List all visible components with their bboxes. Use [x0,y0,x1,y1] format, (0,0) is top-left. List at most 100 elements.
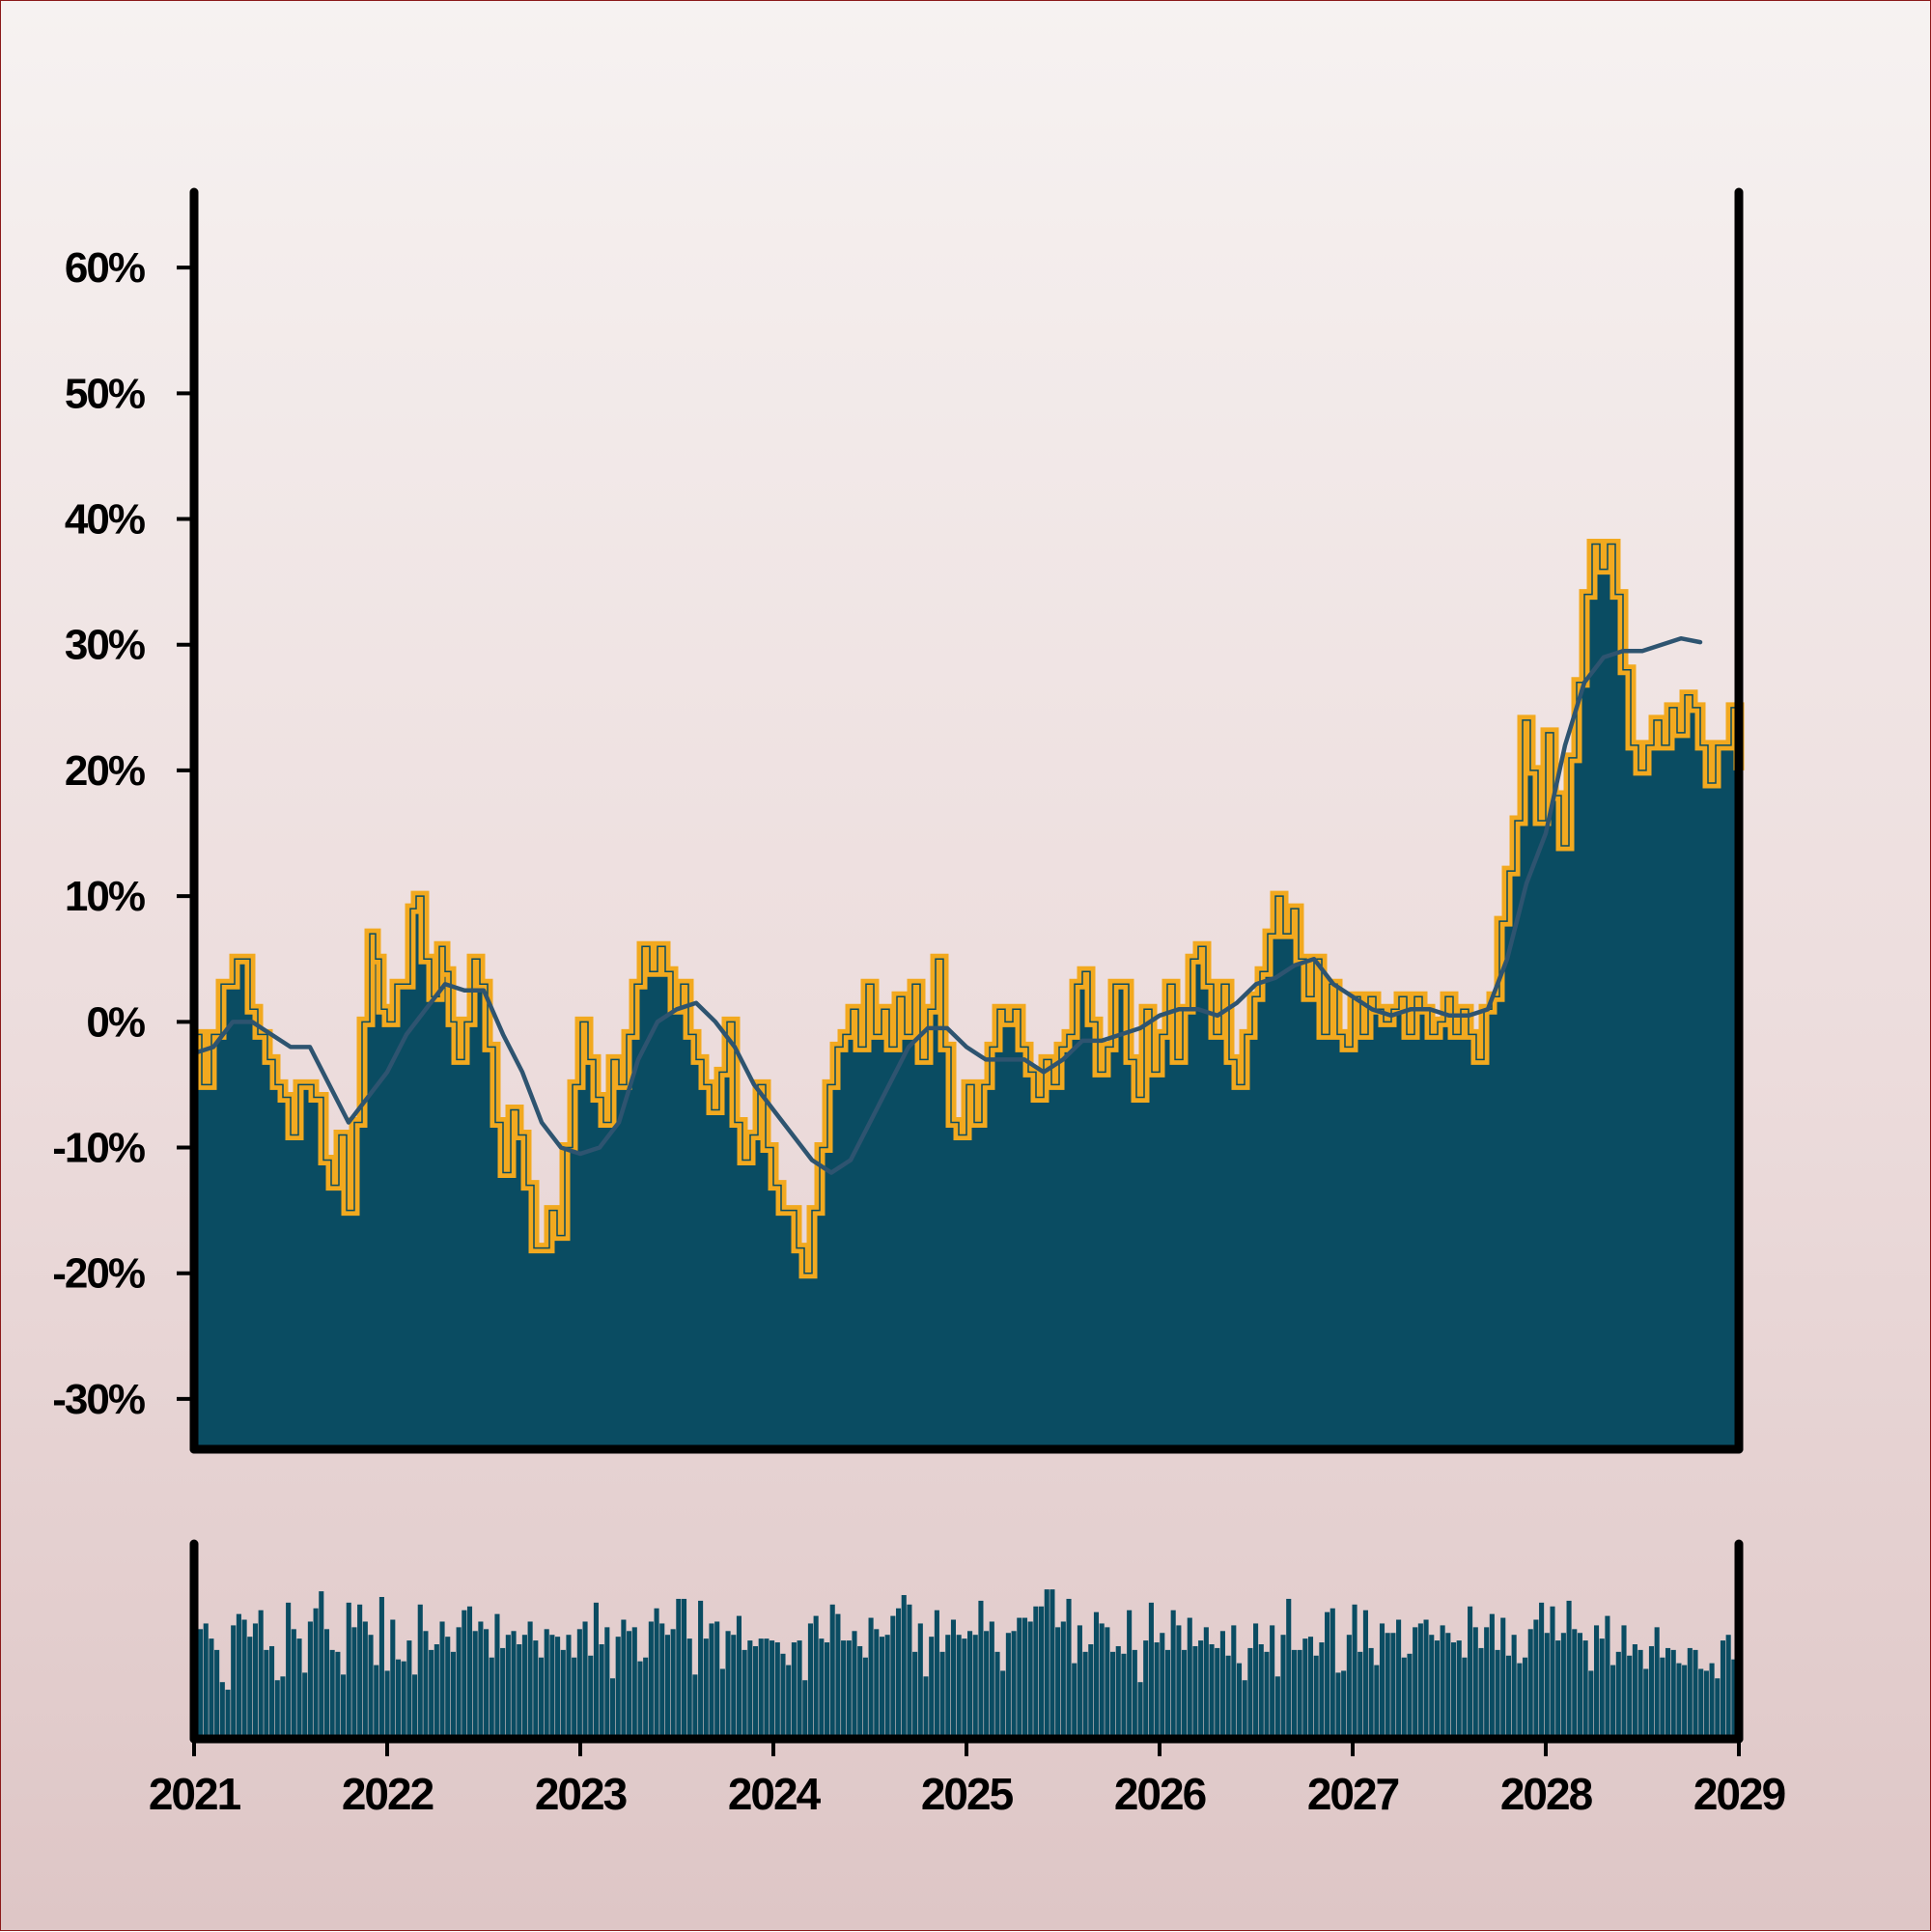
volume-bar [1247,1647,1253,1739]
volume-bar [945,1635,951,1739]
volume-bar [307,1621,313,1739]
volume-bar [1093,1611,1100,1739]
volume-bar [1346,1635,1352,1739]
volume-bar [1198,1640,1204,1739]
volume-bar [231,1625,237,1739]
y-tick-label: -20% [52,1250,145,1298]
volume-bar [329,1649,335,1739]
volume-bar [445,1637,451,1739]
volume-bar [835,1613,841,1739]
volume-bar [1127,1610,1133,1739]
volume-bar [1215,1647,1220,1739]
volume-bar [466,1606,473,1739]
volume-bar [219,1682,225,1739]
volume-bar [1495,1649,1500,1739]
volume-bar [390,1619,396,1739]
volume-bar [1297,1649,1302,1739]
x-tick-label: 2028 [1500,1769,1593,1819]
volume-bar [280,1676,286,1739]
volume-bar [1472,1627,1478,1739]
volume-bar [494,1613,500,1739]
volume-bar [681,1598,687,1739]
volume-bar [984,1631,990,1739]
volume-bar [1445,1633,1451,1739]
volume-bar [1264,1651,1270,1739]
volume-bar [703,1638,709,1739]
volume-bar [1021,1617,1028,1739]
volume-bar [198,1629,204,1739]
volume-bar [604,1627,610,1739]
volume-bar [1005,1633,1011,1739]
volume-bar [1329,1608,1335,1739]
volume-bar [566,1635,572,1739]
y-tick-label: -30% [52,1376,145,1423]
volume-bar [576,1629,582,1739]
volume-bar [1505,1655,1511,1739]
volume-bar [1121,1653,1127,1739]
volume-bar [1253,1623,1259,1739]
volume-bar [1703,1670,1709,1739]
volume-bar [1187,1617,1192,1739]
volume-bar [895,1608,902,1739]
volume-bar [247,1637,253,1739]
volume-bar [1137,1682,1143,1739]
volume-bar [1423,1619,1429,1739]
volume-bar [1302,1638,1308,1739]
volume-bar [879,1637,885,1739]
volume-bar [214,1649,220,1739]
volume-bar [291,1629,296,1739]
volume-bar [1682,1665,1688,1739]
volume-bar [736,1615,742,1739]
volume-bar [1379,1623,1385,1739]
volume-bar [549,1635,555,1739]
volume-bar [1450,1642,1457,1739]
volume-bar [484,1629,490,1739]
volume-bar [1385,1633,1390,1739]
volume-bar [1027,1621,1033,1739]
volume-bar [807,1623,813,1739]
area-edge-inner [194,543,1740,1274]
volume-bar [1670,1649,1676,1739]
volume-bar [923,1676,929,1739]
volume-bar [786,1665,792,1739]
volume-bar [752,1645,759,1739]
volume-bar [1291,1649,1297,1739]
volume-bar [1335,1672,1341,1739]
volume-bar [1648,1645,1655,1739]
volume-bar [664,1635,670,1739]
volume-bar [631,1627,637,1739]
y-tick-label: 20% [65,747,145,795]
volume-bar [252,1623,259,1739]
volume-bar [1621,1625,1627,1739]
volume-bar [593,1602,599,1739]
volume-bar [797,1640,802,1739]
volume-bar [1148,1602,1154,1739]
volume-bar [609,1678,616,1739]
volume-bar [555,1637,561,1739]
volume-bar [241,1619,247,1739]
volume-bar [846,1640,852,1739]
volume-bar [1072,1663,1077,1739]
volume-bar [533,1640,539,1739]
volume-bar [203,1623,209,1739]
volume-bar [423,1631,429,1739]
volume-bar [1270,1625,1275,1739]
volume-bar [1593,1625,1600,1739]
volume-bar [1434,1640,1440,1739]
volume-bar [374,1665,379,1739]
volume-bar [1715,1678,1721,1739]
volume-bar [692,1674,698,1739]
volume-bar [1390,1633,1396,1739]
volume-bar [500,1647,506,1739]
volume-bar [439,1621,445,1739]
volume-bar [698,1600,704,1739]
volume-bar [1665,1647,1671,1739]
volume-bar [648,1621,654,1739]
volume-bar [472,1631,478,1739]
moving-average-line [191,635,1703,1175]
volume-bar [1588,1670,1594,1739]
volume-bar [572,1657,577,1739]
volume-bar [962,1638,967,1739]
volume-bar [972,1635,978,1739]
